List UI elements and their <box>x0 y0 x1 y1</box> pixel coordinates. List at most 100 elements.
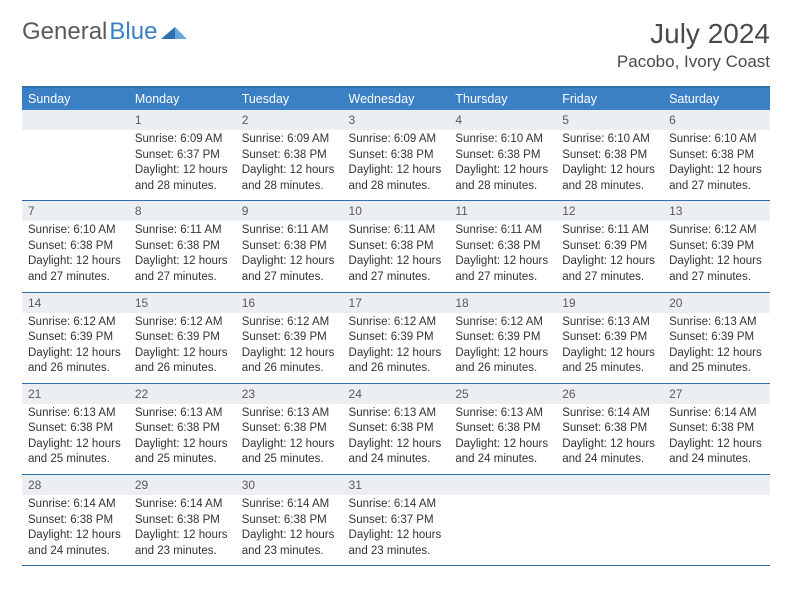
calendar-cell: 7Sunrise: 6:10 AMSunset: 6:38 PMDaylight… <box>22 201 129 292</box>
day-details: Sunrise: 6:13 AMSunset: 6:39 PMDaylight:… <box>556 313 663 383</box>
day-details: Sunrise: 6:11 AMSunset: 6:38 PMDaylight:… <box>236 221 343 291</box>
weekday-header: Wednesday <box>343 87 450 110</box>
sunrise-line: Sunrise: 6:13 AM <box>242 406 337 422</box>
sunrise-line: Sunrise: 6:13 AM <box>349 406 444 422</box>
day-details: Sunrise: 6:10 AMSunset: 6:38 PMDaylight:… <box>22 221 129 291</box>
day-details: Sunrise: 6:11 AMSunset: 6:38 PMDaylight:… <box>129 221 236 291</box>
day-number <box>556 475 663 495</box>
calendar-cell: 12Sunrise: 6:11 AMSunset: 6:39 PMDayligh… <box>556 201 663 292</box>
weekday-header: Thursday <box>449 87 556 110</box>
sunset-line: Sunset: 6:38 PM <box>242 239 337 255</box>
daylight-line: Daylight: 12 hours and 26 minutes. <box>455 346 550 377</box>
calendar-cell: 22Sunrise: 6:13 AMSunset: 6:38 PMDayligh… <box>129 383 236 474</box>
day-number: 25 <box>449 384 556 404</box>
day-number: 21 <box>22 384 129 404</box>
day-number: 13 <box>663 201 770 221</box>
sunset-line: Sunset: 6:39 PM <box>669 330 764 346</box>
sunrise-line: Sunrise: 6:12 AM <box>669 223 764 239</box>
sunrise-line: Sunrise: 6:10 AM <box>669 132 764 148</box>
day-number: 11 <box>449 201 556 221</box>
sunrise-line: Sunrise: 6:09 AM <box>242 132 337 148</box>
day-details: Sunrise: 6:13 AMSunset: 6:38 PMDaylight:… <box>343 404 450 474</box>
daylight-line: Daylight: 12 hours and 24 minutes. <box>349 437 444 468</box>
daylight-line: Daylight: 12 hours and 23 minutes. <box>242 528 337 559</box>
calendar-cell <box>556 475 663 566</box>
day-details: Sunrise: 6:13 AMSunset: 6:38 PMDaylight:… <box>22 404 129 474</box>
calendar-cell: 25Sunrise: 6:13 AMSunset: 6:38 PMDayligh… <box>449 383 556 474</box>
calendar-cell: 23Sunrise: 6:13 AMSunset: 6:38 PMDayligh… <box>236 383 343 474</box>
day-number: 19 <box>556 293 663 313</box>
calendar-week-row: 21Sunrise: 6:13 AMSunset: 6:38 PMDayligh… <box>22 383 770 474</box>
day-number: 17 <box>343 293 450 313</box>
day-number <box>22 110 129 130</box>
calendar-cell: 17Sunrise: 6:12 AMSunset: 6:39 PMDayligh… <box>343 292 450 383</box>
weekday-header: Tuesday <box>236 87 343 110</box>
calendar-cell: 16Sunrise: 6:12 AMSunset: 6:39 PMDayligh… <box>236 292 343 383</box>
daylight-line: Daylight: 12 hours and 27 minutes. <box>562 254 657 285</box>
day-details: Sunrise: 6:09 AMSunset: 6:37 PMDaylight:… <box>129 130 236 200</box>
day-details: Sunrise: 6:09 AMSunset: 6:38 PMDaylight:… <box>236 130 343 200</box>
calendar-cell: 6Sunrise: 6:10 AMSunset: 6:38 PMDaylight… <box>663 110 770 201</box>
calendar-cell: 10Sunrise: 6:11 AMSunset: 6:38 PMDayligh… <box>343 201 450 292</box>
calendar-cell: 21Sunrise: 6:13 AMSunset: 6:38 PMDayligh… <box>22 383 129 474</box>
day-details: Sunrise: 6:14 AMSunset: 6:38 PMDaylight:… <box>663 404 770 474</box>
sunset-line: Sunset: 6:38 PM <box>669 148 764 164</box>
calendar-cell: 11Sunrise: 6:11 AMSunset: 6:38 PMDayligh… <box>449 201 556 292</box>
day-details <box>449 495 556 557</box>
sunrise-line: Sunrise: 6:13 AM <box>28 406 123 422</box>
daylight-line: Daylight: 12 hours and 25 minutes. <box>669 346 764 377</box>
sunset-line: Sunset: 6:38 PM <box>28 513 123 529</box>
calendar-cell: 4Sunrise: 6:10 AMSunset: 6:38 PMDaylight… <box>449 110 556 201</box>
day-details <box>663 495 770 557</box>
sunset-line: Sunset: 6:38 PM <box>349 148 444 164</box>
daylight-line: Daylight: 12 hours and 28 minutes. <box>349 163 444 194</box>
day-number: 8 <box>129 201 236 221</box>
day-details: Sunrise: 6:12 AMSunset: 6:39 PMDaylight:… <box>22 313 129 383</box>
sunset-line: Sunset: 6:39 PM <box>349 330 444 346</box>
sunrise-line: Sunrise: 6:14 AM <box>28 497 123 513</box>
day-details: Sunrise: 6:13 AMSunset: 6:38 PMDaylight:… <box>129 404 236 474</box>
daylight-line: Daylight: 12 hours and 24 minutes. <box>562 437 657 468</box>
sunset-line: Sunset: 6:38 PM <box>242 148 337 164</box>
calendar-cell: 24Sunrise: 6:13 AMSunset: 6:38 PMDayligh… <box>343 383 450 474</box>
sunset-line: Sunset: 6:38 PM <box>135 239 230 255</box>
calendar-cell <box>449 475 556 566</box>
calendar-cell: 19Sunrise: 6:13 AMSunset: 6:39 PMDayligh… <box>556 292 663 383</box>
day-number: 20 <box>663 293 770 313</box>
day-details: Sunrise: 6:14 AMSunset: 6:38 PMDaylight:… <box>556 404 663 474</box>
sunrise-line: Sunrise: 6:14 AM <box>349 497 444 513</box>
sunrise-line: Sunrise: 6:11 AM <box>455 223 550 239</box>
sunset-line: Sunset: 6:38 PM <box>455 421 550 437</box>
sunset-line: Sunset: 6:38 PM <box>242 513 337 529</box>
day-number: 28 <box>22 475 129 495</box>
daylight-line: Daylight: 12 hours and 28 minutes. <box>242 163 337 194</box>
daylight-line: Daylight: 12 hours and 25 minutes. <box>562 346 657 377</box>
daylight-line: Daylight: 12 hours and 27 minutes. <box>455 254 550 285</box>
sunset-line: Sunset: 6:39 PM <box>28 330 123 346</box>
daylight-line: Daylight: 12 hours and 26 minutes. <box>242 346 337 377</box>
day-number: 29 <box>129 475 236 495</box>
sunset-line: Sunset: 6:38 PM <box>562 421 657 437</box>
sunset-line: Sunset: 6:38 PM <box>669 421 764 437</box>
day-details: Sunrise: 6:14 AMSunset: 6:37 PMDaylight:… <box>343 495 450 565</box>
day-number: 16 <box>236 293 343 313</box>
daylight-line: Daylight: 12 hours and 27 minutes. <box>669 254 764 285</box>
day-number: 7 <box>22 201 129 221</box>
sunrise-line: Sunrise: 6:13 AM <box>135 406 230 422</box>
sunset-line: Sunset: 6:38 PM <box>28 421 123 437</box>
sunset-line: Sunset: 6:39 PM <box>242 330 337 346</box>
sunrise-line: Sunrise: 6:11 AM <box>349 223 444 239</box>
calendar-cell: 3Sunrise: 6:09 AMSunset: 6:38 PMDaylight… <box>343 110 450 201</box>
calendar-cell <box>22 110 129 201</box>
day-details: Sunrise: 6:10 AMSunset: 6:38 PMDaylight:… <box>663 130 770 200</box>
calendar-cell: 20Sunrise: 6:13 AMSunset: 6:39 PMDayligh… <box>663 292 770 383</box>
sunrise-line: Sunrise: 6:14 AM <box>242 497 337 513</box>
sunrise-line: Sunrise: 6:14 AM <box>669 406 764 422</box>
daylight-line: Daylight: 12 hours and 23 minutes. <box>349 528 444 559</box>
sunset-line: Sunset: 6:39 PM <box>669 239 764 255</box>
daylight-line: Daylight: 12 hours and 27 minutes. <box>135 254 230 285</box>
sunset-line: Sunset: 6:38 PM <box>349 421 444 437</box>
day-details: Sunrise: 6:14 AMSunset: 6:38 PMDaylight:… <box>129 495 236 565</box>
location: Pacobo, Ivory Coast <box>617 52 770 72</box>
daylight-line: Daylight: 12 hours and 24 minutes. <box>455 437 550 468</box>
